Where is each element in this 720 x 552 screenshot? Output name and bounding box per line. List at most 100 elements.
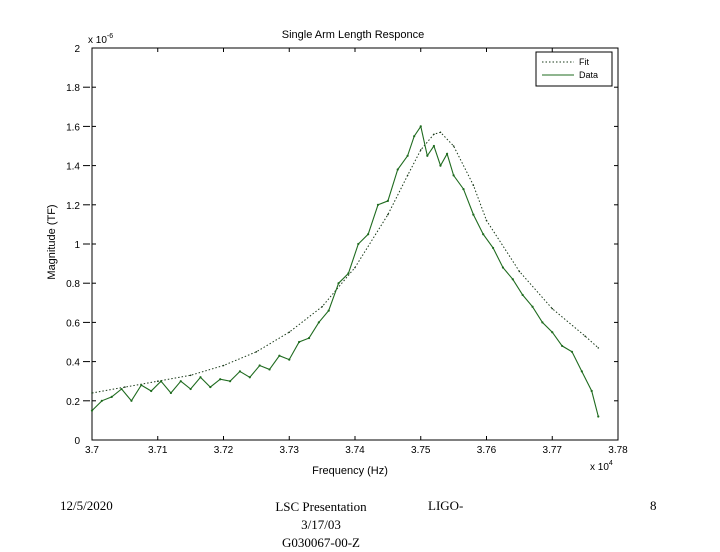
point-data (219, 378, 222, 381)
point-data (531, 305, 534, 308)
x-tick-label: 3.71 (148, 445, 168, 456)
point-data (367, 233, 370, 236)
plot-area: 3.7 3.71 3.72 3.73 3.74 3.75 3.76 3.77 3.78 0 0.2 0… (66, 44, 628, 456)
series-line-fit (91, 131, 599, 394)
point-data (100, 399, 103, 402)
legend-label-fit: Fit (579, 57, 589, 67)
y-tick-label: 0.4 (66, 358, 80, 369)
point-data (179, 380, 182, 383)
footer-presentation: LSC Presentation 3/17/03 G030067-00-Z (256, 498, 386, 552)
point-data (268, 368, 271, 371)
point-data (317, 321, 320, 324)
x-axis-label: Frequency (Hz) (312, 465, 388, 477)
point-data (482, 233, 485, 236)
legend-box (535, 51, 613, 87)
point-data (307, 336, 311, 340)
point-data (189, 387, 192, 391)
point-fit (156, 380, 159, 383)
point-data (258, 364, 261, 367)
footer-ligo: LIGO- (428, 498, 464, 513)
point-data (561, 344, 564, 348)
y-tick-label: 1.8 (66, 83, 80, 94)
point-data (347, 272, 350, 275)
footer-presentation-title: LSC Presentation 3/17/03 (275, 499, 367, 532)
y-tick-label: 1.2 (66, 201, 80, 212)
chart: 3.7 3.71 3.72 3.73 3.74 3.75 3.76 3.77 3.78 0 0.2 0… (46, 29, 628, 477)
point-data (426, 154, 429, 157)
point-data (150, 389, 153, 393)
legend-label-data: Data (579, 70, 598, 80)
point-data (376, 203, 380, 206)
point-fit (518, 270, 521, 273)
point-data (120, 387, 123, 391)
point-data (288, 358, 291, 361)
point-fit (419, 149, 422, 151)
point-data (159, 380, 163, 383)
point-fit (406, 174, 409, 177)
point-data (298, 340, 301, 344)
y-tick-label: 1 (74, 240, 80, 251)
x-tick-label: 3.73 (280, 445, 300, 456)
point-data (406, 154, 409, 157)
point-fit (597, 347, 600, 349)
x-tick-label: 3.78 (608, 445, 628, 456)
point-fit (255, 351, 258, 353)
x-tick-label: 3.76 (477, 445, 497, 456)
point-data (445, 152, 449, 155)
x-tick-label: 3.75 (411, 445, 431, 456)
chart-marks: Fit Data (90, 51, 613, 418)
x-tick-label: 3.7 (85, 445, 99, 456)
x-tick-label: 3.77 (543, 445, 563, 456)
point-fit (584, 335, 586, 337)
series-line-data (91, 125, 599, 417)
point-data (452, 174, 455, 177)
point-data (386, 199, 389, 202)
point-data (90, 409, 94, 412)
point-data (413, 135, 416, 138)
point-data (432, 144, 435, 148)
point-data (396, 168, 399, 171)
point-fit (452, 145, 455, 147)
legend: Fit Data (535, 51, 613, 87)
point-data (327, 309, 330, 312)
point-data (521, 293, 524, 297)
point-fit (222, 364, 225, 367)
point-data (337, 282, 340, 285)
point-data (140, 384, 143, 387)
point-fit (387, 213, 389, 216)
point-data (590, 389, 593, 393)
y-tick-label: 1.6 (66, 122, 80, 133)
point-data (209, 385, 212, 389)
point-data (541, 321, 544, 324)
point-fit (321, 305, 323, 308)
point-data (238, 370, 242, 373)
footer-doc-id: G030067-00-Z (282, 535, 360, 550)
point-data (551, 331, 554, 334)
y-axis-label: Magnitude (TF) (46, 204, 58, 279)
point-fit (288, 331, 291, 334)
chart-title: Single Arm Length Responce (282, 29, 424, 41)
point-data (597, 415, 600, 418)
x-axis-multiplier: x 104 (590, 460, 613, 473)
point-data (199, 376, 202, 379)
point-data (357, 242, 360, 246)
point-fit (354, 266, 356, 269)
point-data (419, 125, 422, 128)
point-data (228, 380, 232, 383)
point-data (580, 370, 583, 373)
point-data (248, 376, 251, 379)
point-fit (189, 374, 192, 377)
point-data (169, 391, 172, 395)
point-data (439, 164, 442, 167)
y-tick-label: 0.6 (66, 318, 80, 329)
footer-date: 12/5/2020 (60, 498, 113, 513)
y-axis-multiplier: x 10-6 (88, 33, 113, 46)
x-tick-label: 3.72 (214, 445, 234, 456)
y-tick-label: 2 (74, 44, 80, 55)
point-fit (91, 392, 93, 394)
point-data (511, 278, 514, 281)
x-tick-label: 3.74 (345, 445, 365, 456)
point-fit (433, 133, 435, 136)
point-fit (472, 184, 475, 186)
y-tick-label: 0.8 (66, 279, 80, 290)
